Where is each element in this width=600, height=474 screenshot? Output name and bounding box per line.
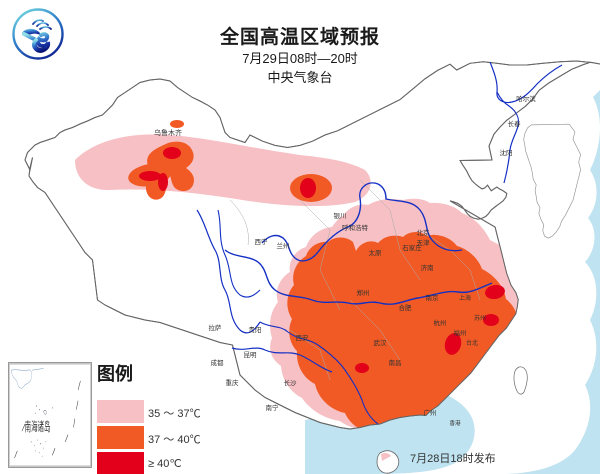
svg-text:北京: 北京 bbox=[417, 228, 431, 237]
svg-text:福州: 福州 bbox=[454, 328, 467, 337]
svg-text:台北: 台北 bbox=[466, 339, 478, 347]
svg-text:天津: 天津 bbox=[417, 239, 431, 247]
svg-text:济南: 济南 bbox=[421, 263, 435, 272]
svg-text:南海诸岛: 南海诸岛 bbox=[25, 419, 51, 435]
svg-text:乌鲁木齐: 乌鲁木齐 bbox=[154, 128, 182, 137]
svg-text:银川: 银川 bbox=[334, 211, 347, 220]
svg-text:长沙: 长沙 bbox=[284, 378, 298, 387]
svg-text:贵阳: 贵阳 bbox=[249, 325, 262, 334]
svg-text:苏州: 苏州 bbox=[474, 314, 486, 322]
svg-text:合肥: 合肥 bbox=[399, 303, 413, 312]
svg-text:西宁: 西宁 bbox=[255, 237, 269, 246]
svg-text:呼和浩特: 呼和浩特 bbox=[342, 223, 369, 232]
svg-text:上海: 上海 bbox=[459, 294, 471, 302]
svg-text:拉萨: 拉萨 bbox=[209, 323, 223, 332]
svg-text:太原: 太原 bbox=[369, 248, 383, 257]
svg-text:哈尔滨: 哈尔滨 bbox=[516, 94, 536, 103]
svg-text:长春: 长春 bbox=[508, 119, 522, 128]
svg-text:南宁: 南宁 bbox=[266, 403, 280, 412]
svg-text:南京: 南京 bbox=[426, 293, 440, 302]
svg-text:沈阳: 沈阳 bbox=[500, 148, 513, 157]
svg-text:杭州: 杭州 bbox=[434, 318, 447, 327]
svg-text:香港: 香港 bbox=[449, 419, 461, 427]
svg-text:重庆: 重庆 bbox=[226, 378, 240, 387]
svg-text:广州: 广州 bbox=[424, 408, 437, 417]
svg-text:西安: 西安 bbox=[296, 333, 310, 342]
svg-text:昆明: 昆明 bbox=[244, 351, 258, 359]
svg-text:南昌: 南昌 bbox=[389, 358, 402, 367]
svg-text:郑州: 郑州 bbox=[357, 289, 370, 297]
svg-text:兰州: 兰州 bbox=[277, 241, 290, 250]
svg-text:武汉: 武汉 bbox=[374, 338, 388, 347]
svg-text:成都: 成都 bbox=[211, 358, 225, 367]
